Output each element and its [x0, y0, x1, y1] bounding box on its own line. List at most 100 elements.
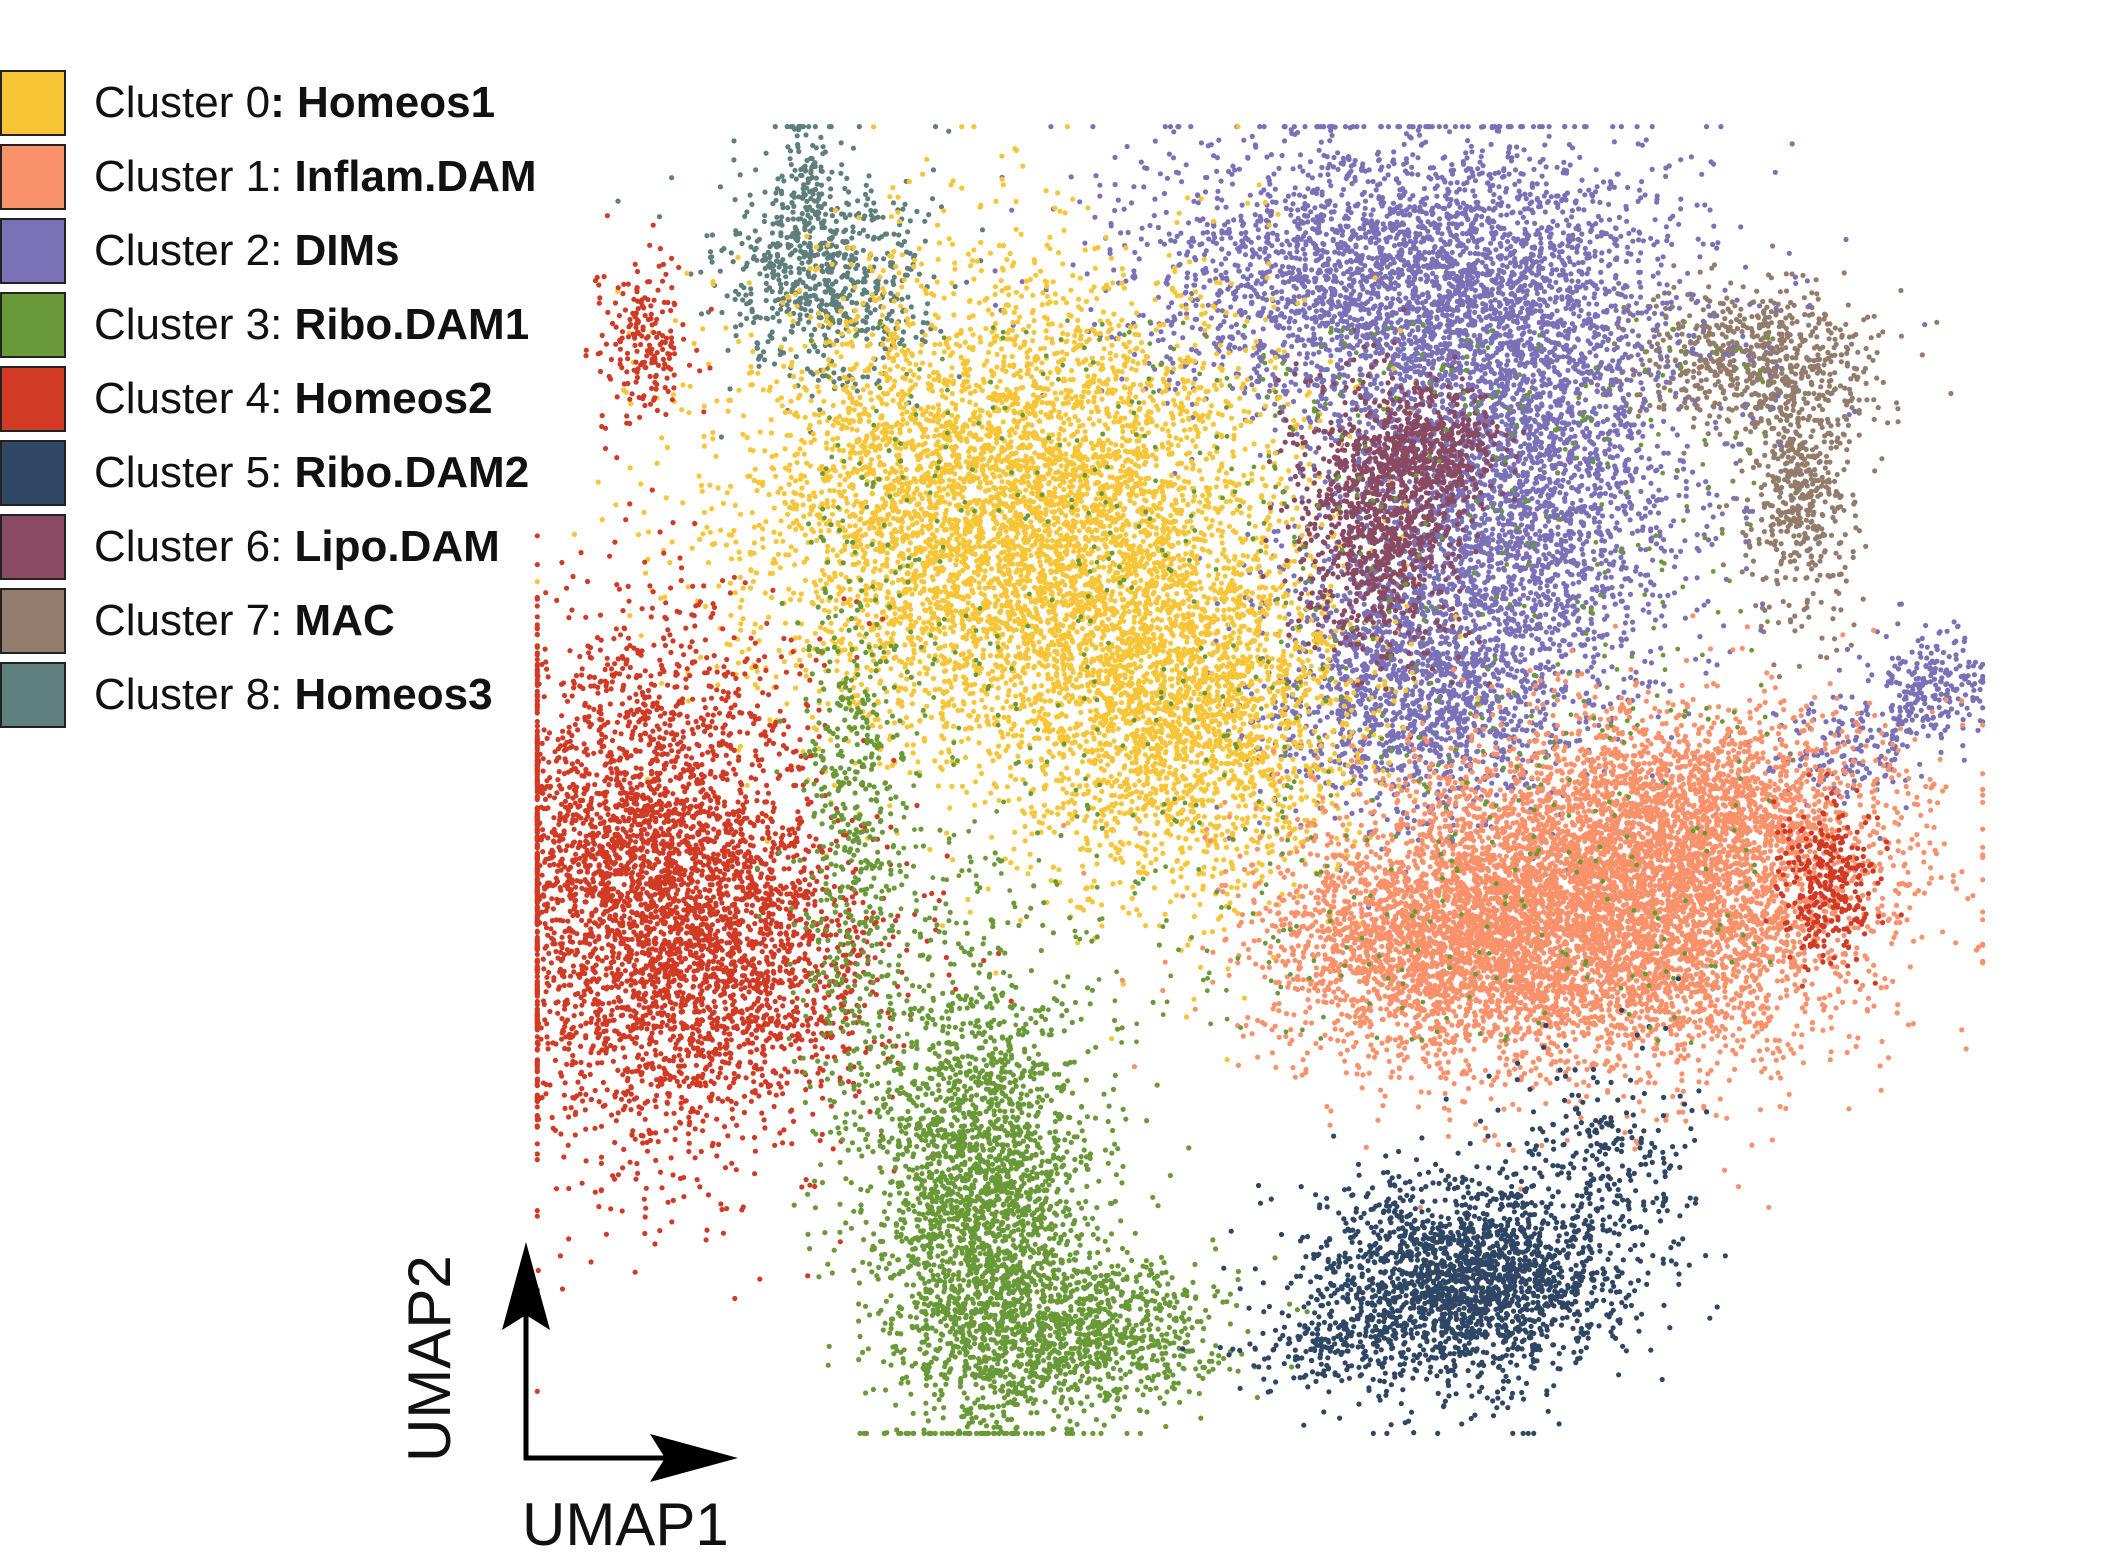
data-point: [1620, 327, 1625, 332]
data-point: [1318, 336, 1323, 341]
data-point: [873, 208, 878, 213]
data-point: [1806, 454, 1811, 459]
data-point: [1557, 287, 1562, 292]
data-point: [1152, 213, 1157, 218]
data-point: [1542, 289, 1547, 294]
data-point: [1527, 157, 1532, 162]
data-point: [777, 221, 782, 226]
data-point: [847, 212, 852, 217]
data-point: [1314, 309, 1319, 314]
data-point: [1701, 307, 1706, 312]
data-point: [699, 311, 704, 316]
data-point: [779, 214, 784, 219]
data-point: [1275, 274, 1280, 279]
data-point: [762, 213, 767, 218]
data-point: [802, 220, 807, 225]
data-point: [1607, 217, 1612, 222]
data-point: [1576, 237, 1581, 242]
data-point: [1220, 335, 1225, 340]
data-point: [1814, 344, 1819, 349]
data-point: [841, 367, 846, 372]
data-point: [1203, 189, 1208, 194]
data-point: [824, 302, 829, 307]
data-point: [815, 349, 820, 354]
data-point: [1778, 469, 1783, 474]
data-point: [1649, 344, 1654, 349]
data-point: [1751, 351, 1756, 356]
data-point: [767, 285, 772, 290]
data-point: [1418, 277, 1423, 282]
data-point: [1838, 383, 1843, 388]
data-point: [1320, 192, 1325, 197]
data-point: [828, 186, 833, 191]
data-point: [1816, 541, 1821, 546]
data-point: [1861, 317, 1866, 322]
data-point: [862, 287, 867, 292]
data-point: [1118, 230, 1123, 235]
data-point: [902, 202, 907, 207]
data-point: [1171, 155, 1176, 160]
data-point: [1667, 306, 1672, 311]
data-point: [1111, 267, 1116, 272]
data-point: [1415, 155, 1420, 160]
data-point: [1691, 333, 1696, 338]
data-point: [1343, 243, 1348, 248]
data-point: [1794, 519, 1799, 524]
data-point: [1825, 390, 1830, 395]
data-point: [1874, 376, 1879, 381]
data-point: [1823, 499, 1828, 504]
data-point: [1298, 152, 1303, 157]
data-point: [775, 186, 780, 191]
data-point: [770, 201, 775, 206]
data-point: [1347, 416, 1352, 421]
data-point: [826, 176, 831, 181]
data-point: [846, 202, 851, 207]
data-point: [758, 315, 763, 320]
data-point: [1505, 239, 1510, 244]
data-point: [1761, 577, 1766, 582]
data-point: [841, 229, 846, 234]
data-point: [1343, 124, 1348, 129]
data-point: [1455, 180, 1460, 185]
data-point: [1190, 236, 1195, 241]
data-point: [1548, 231, 1553, 236]
data-point: [1630, 367, 1635, 372]
data-point: [1788, 364, 1793, 369]
data-point: [1610, 124, 1615, 129]
data-point: [1839, 335, 1844, 340]
data-point: [1281, 250, 1286, 255]
data-point: [1204, 248, 1209, 253]
data-point: [1743, 533, 1748, 538]
data-point: [1847, 334, 1852, 339]
data-point: [1815, 578, 1820, 583]
data-point: [1779, 347, 1784, 352]
data-point: [1443, 242, 1448, 247]
data-point: [1814, 488, 1819, 493]
data-point: [1361, 353, 1366, 358]
data-point: [1315, 383, 1320, 388]
data-point: [1233, 262, 1238, 267]
data-point: [1577, 188, 1582, 193]
data-point: [1847, 412, 1852, 417]
data-point: [1657, 405, 1662, 410]
data-point: [1748, 373, 1753, 378]
data-point: [1544, 181, 1549, 186]
data-point: [1810, 329, 1815, 334]
data-point: [1468, 346, 1473, 351]
data-point: [1708, 159, 1713, 164]
data-point: [905, 295, 910, 300]
data-point: [1808, 502, 1813, 507]
data-point: [1743, 426, 1748, 431]
data-point: [1662, 385, 1667, 390]
data-point: [1753, 603, 1758, 608]
data-point: [1745, 497, 1750, 502]
data-point: [1426, 361, 1431, 366]
data-point: [1743, 553, 1748, 558]
data-point: [1864, 397, 1869, 402]
data-point: [1635, 352, 1640, 357]
data-point: [1730, 351, 1735, 356]
data-point: [1233, 241, 1238, 246]
data-point: [1757, 400, 1762, 405]
data-point: [1491, 192, 1496, 197]
data-point: [1730, 479, 1735, 484]
